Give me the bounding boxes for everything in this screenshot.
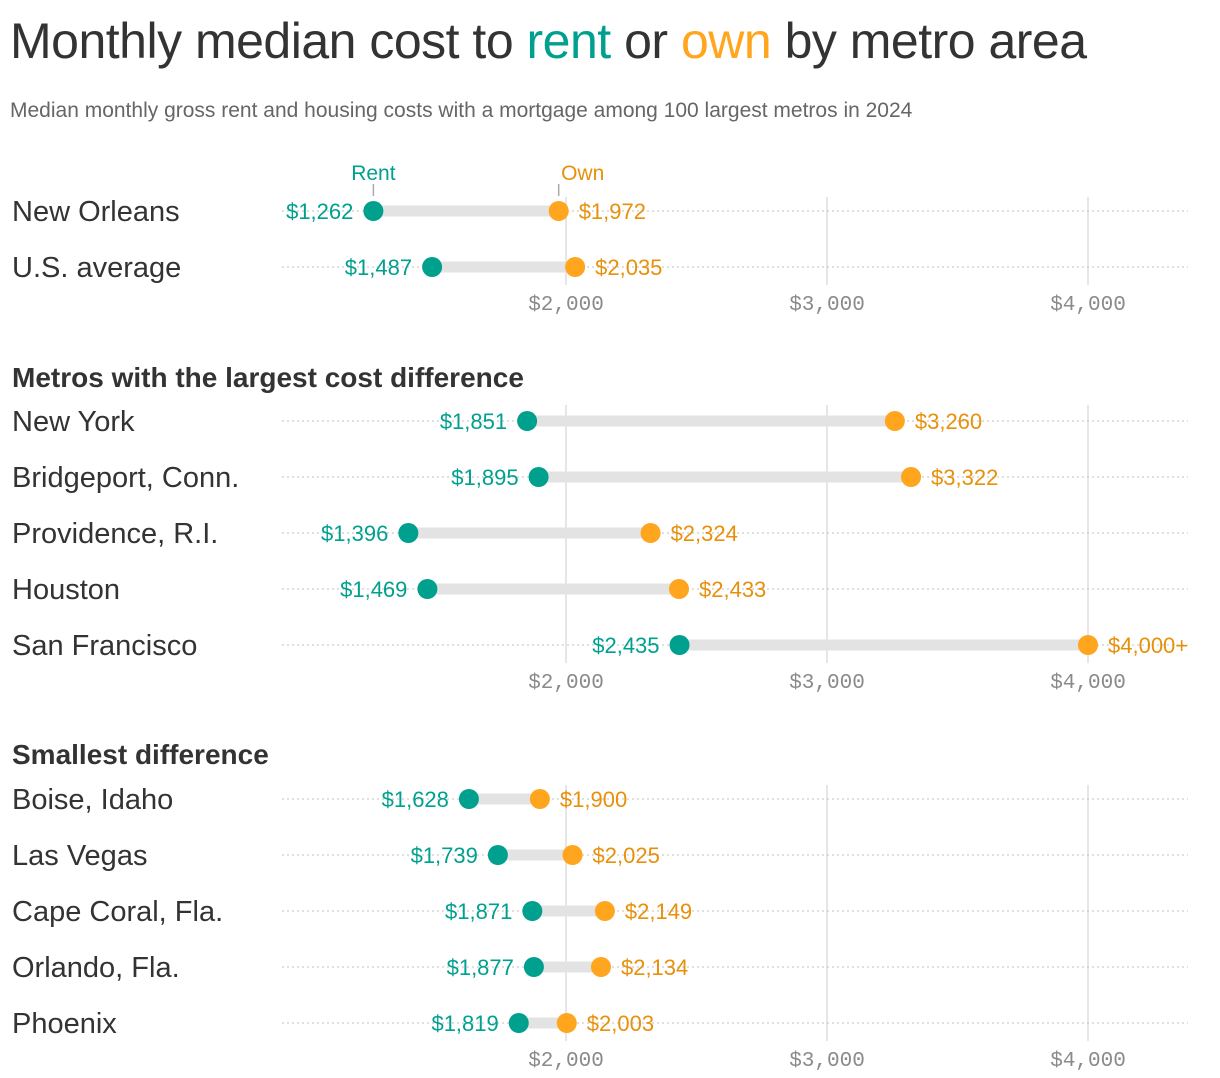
own-value-label: $2,324 bbox=[671, 521, 738, 546]
row-label: New Orleans bbox=[12, 196, 180, 228]
legend-rent: Rent bbox=[351, 162, 396, 185]
rent-dot bbox=[398, 523, 419, 543]
own-dot bbox=[594, 901, 615, 921]
row-label: Bridgeport, Conn. bbox=[12, 462, 239, 494]
rent-dot bbox=[528, 467, 549, 487]
own-value-label: $2,035 bbox=[595, 255, 662, 280]
x-tick-label: $2,000 bbox=[528, 294, 604, 317]
rent-value-label: $1,262 bbox=[286, 199, 353, 224]
row-label: New York bbox=[12, 406, 135, 438]
row-label: San Francisco bbox=[12, 630, 197, 662]
x-tick-label: $3,000 bbox=[789, 672, 865, 695]
rent-value-label: $1,871 bbox=[445, 899, 512, 924]
title-text: or bbox=[610, 13, 681, 69]
rent-dot bbox=[523, 957, 544, 977]
own-value-label: $2,433 bbox=[699, 577, 766, 602]
rent-value-label: $1,469 bbox=[340, 577, 407, 602]
chart-subtitle: Median monthly gross rent and housing co… bbox=[10, 99, 913, 122]
own-dot bbox=[640, 523, 661, 543]
chart-title: Monthly median cost to rent or own by me… bbox=[10, 12, 1087, 70]
rent-value-label: $2,435 bbox=[592, 633, 659, 658]
x-tick-label: $3,000 bbox=[789, 1050, 865, 1073]
row-label: Providence, R.I. bbox=[12, 518, 218, 550]
row-label: Boise, Idaho bbox=[12, 784, 173, 816]
own-value-label: $2,025 bbox=[593, 843, 660, 868]
rent-dot bbox=[522, 901, 543, 921]
row-label: U.S. average bbox=[12, 252, 181, 284]
title-text: by metro area bbox=[771, 13, 1087, 69]
own-value-label: $2,003 bbox=[587, 1011, 654, 1036]
rent-dot bbox=[487, 845, 508, 865]
own-dot bbox=[901, 467, 922, 487]
x-tick-label: $4,000 bbox=[1050, 294, 1126, 317]
own-value-label: $1,972 bbox=[579, 199, 646, 224]
row-label: Phoenix bbox=[12, 1008, 117, 1040]
x-tick-label: $4,000 bbox=[1050, 672, 1126, 695]
rent-dot bbox=[458, 789, 479, 809]
rent-dot bbox=[422, 257, 443, 277]
legend-own: Own bbox=[561, 162, 604, 185]
own-dot bbox=[556, 1013, 577, 1033]
rent-value-label: $1,819 bbox=[431, 1011, 498, 1036]
rent-dot bbox=[669, 635, 690, 655]
own-dot bbox=[590, 957, 611, 977]
row-label: Las Vegas bbox=[12, 840, 147, 872]
rent-dot bbox=[508, 1013, 529, 1033]
rent-value-label: $1,396 bbox=[321, 521, 388, 546]
panel-heading: Smallest difference bbox=[12, 739, 269, 770]
x-tick-label: $2,000 bbox=[528, 1050, 604, 1073]
title-own-word: own bbox=[680, 13, 772, 69]
own-dot bbox=[529, 789, 550, 809]
title-rent-word: rent bbox=[526, 13, 612, 69]
own-dot bbox=[565, 257, 586, 277]
rent-value-label: $1,739 bbox=[411, 843, 478, 868]
own-value-label: $2,149 bbox=[625, 899, 692, 924]
rent-dot bbox=[363, 201, 384, 221]
row-label: Cape Coral, Fla. bbox=[12, 896, 223, 928]
own-value-label: $1,900 bbox=[560, 787, 627, 812]
own-value-label: $3,260 bbox=[915, 409, 982, 434]
rent-value-label: $1,877 bbox=[447, 955, 514, 980]
rent-value-label: $1,851 bbox=[440, 409, 507, 434]
own-dot bbox=[562, 845, 583, 865]
own-dot bbox=[884, 411, 905, 431]
rent-value-label: $1,487 bbox=[345, 255, 412, 280]
own-value-label: $2,134 bbox=[621, 955, 688, 980]
rent-dot bbox=[517, 411, 538, 431]
rent-dot bbox=[417, 579, 438, 599]
rent-value-label: $1,628 bbox=[382, 787, 449, 812]
own-dot bbox=[548, 201, 569, 221]
x-tick-label: $4,000 bbox=[1050, 1050, 1126, 1073]
own-value-label: $4,000+ bbox=[1108, 633, 1188, 658]
x-tick-label: $3,000 bbox=[789, 294, 865, 317]
panel-heading: Metros with the largest cost difference bbox=[12, 362, 524, 393]
rent-value-label: $1,895 bbox=[451, 465, 518, 490]
own-dot bbox=[669, 579, 690, 599]
own-value-label: $3,322 bbox=[931, 465, 998, 490]
title-text: Monthly median cost to bbox=[10, 13, 527, 69]
x-tick-label: $2,000 bbox=[528, 672, 604, 695]
row-label: Houston bbox=[12, 574, 120, 606]
row-label: Orlando, Fla. bbox=[12, 952, 180, 984]
own-dot bbox=[1078, 635, 1098, 655]
